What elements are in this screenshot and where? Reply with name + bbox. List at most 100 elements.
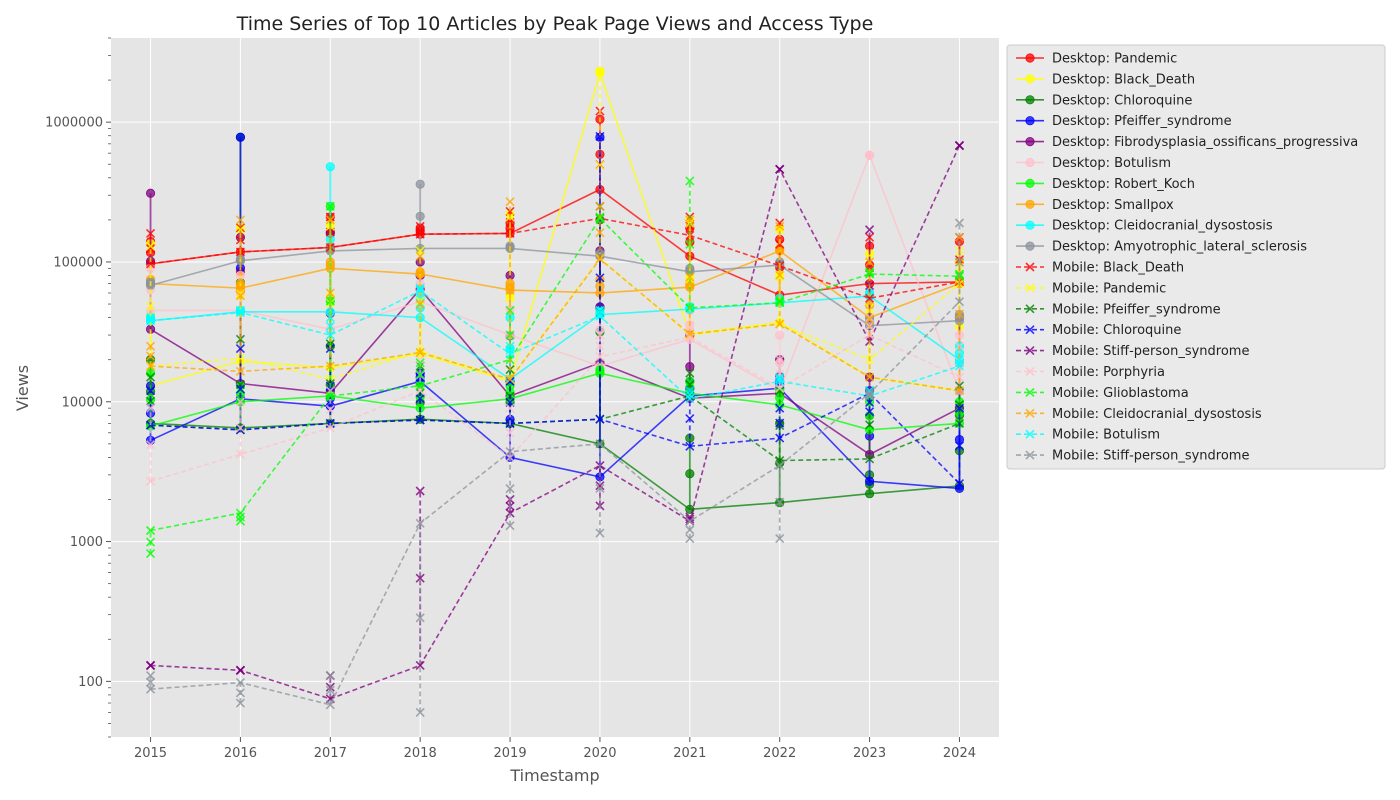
- data-point-extreme: [235, 516, 245, 526]
- data-point-intermediate: [775, 239, 785, 249]
- data-point: [864, 476, 875, 486]
- legend-marker-swatch: [1025, 450, 1035, 460]
- data-point-intermediate: [505, 484, 515, 494]
- legend-marker-swatch: [1025, 157, 1035, 168]
- data-point: [145, 361, 156, 371]
- data-point-intermediate: [235, 512, 245, 522]
- legend-marker-swatch: [1025, 74, 1035, 84]
- data-point-intermediate: [325, 288, 335, 298]
- series-line: [150, 418, 960, 511]
- data-point-extreme: [145, 228, 156, 238]
- data-point: [325, 700, 335, 710]
- legend-label: Mobile: Pandemic: [1052, 281, 1166, 296]
- legend-item: Mobile: Cleidocranial_dysostosis: [1016, 407, 1262, 422]
- data-point-intermediate: [145, 244, 156, 254]
- data-point-intermediate: [775, 497, 785, 507]
- data-point-intermediate: [235, 665, 245, 675]
- x-tick-label: 2015: [134, 746, 167, 761]
- legend-marker-swatch: [1025, 137, 1035, 147]
- data-point: [235, 353, 245, 363]
- data-point-intermediate: [685, 514, 695, 524]
- data-point-intermediate: [865, 420, 875, 430]
- legend-marker-swatch: [1025, 116, 1035, 126]
- data-point: [235, 508, 245, 518]
- data-point-intermediate: [775, 270, 785, 280]
- legend-item: Mobile: Porphyria: [1016, 365, 1165, 380]
- data-point-intermediate: [595, 308, 605, 318]
- data-point-intermediate: [415, 299, 425, 309]
- series-line: [150, 290, 960, 400]
- legend-item: Desktop: Chloroquine: [1016, 93, 1192, 108]
- data-point: [235, 366, 245, 376]
- x-tick-label: 2017: [314, 746, 347, 761]
- data-point-intermediate: [505, 285, 515, 296]
- data-point-intermediate: [954, 141, 965, 151]
- data-point: [145, 316, 156, 326]
- data-point: [775, 298, 785, 308]
- legend-marker-swatch: [1025, 262, 1035, 272]
- legend-item: Desktop: Amyotrophic_lateral_sclerosis: [1016, 240, 1307, 255]
- data-point-extreme: [865, 257, 875, 267]
- series-layer: [145, 66, 965, 717]
- data-point-intermediate: [415, 613, 425, 623]
- data-point-intermediate: [235, 688, 245, 698]
- x-tick-label: 2022: [763, 746, 796, 761]
- data-point: [505, 447, 515, 457]
- data-point-extreme: [145, 549, 156, 559]
- data-point-extreme: [685, 386, 695, 396]
- data-point-extreme: [954, 218, 965, 228]
- legend-label: Desktop: Fibrodysplasia_ossificans_progr…: [1052, 135, 1358, 150]
- legend-label: Mobile: Glioblastoma: [1052, 386, 1189, 401]
- data-point-extreme: [145, 341, 156, 351]
- data-point-extreme: [865, 225, 875, 235]
- data-point-intermediate: [595, 483, 605, 494]
- data-point-extreme: [595, 528, 605, 538]
- data-point-extreme: [325, 201, 335, 211]
- legend-marker-swatch: [1025, 325, 1035, 335]
- x-tick-label: 2020: [583, 746, 616, 761]
- data-point-extreme: [145, 241, 156, 251]
- x-tick-label: 2016: [224, 746, 257, 761]
- data-point: [685, 394, 695, 404]
- legend-label: Mobile: Stiff-person_syndrome: [1052, 344, 1249, 359]
- data-point-extreme: [775, 295, 785, 306]
- legend: Desktop: Pandemic Desktop: Black_Death Des…: [1006, 44, 1386, 470]
- y-tick-label: 100: [78, 675, 103, 690]
- y-axis-label: Views: [13, 365, 32, 411]
- data-point-intermediate: [864, 150, 875, 160]
- legend-marker-swatch: [1025, 178, 1035, 188]
- data-point-extreme: [145, 403, 156, 413]
- legend-marker-swatch: [1025, 95, 1035, 105]
- data-point-intermediate: [325, 404, 335, 414]
- chart-title: Time Series of Top 10 Articles by Peak P…: [236, 13, 874, 35]
- data-point-intermediate: [595, 273, 605, 283]
- data-point-intermediate: [865, 390, 875, 400]
- data-point-intermediate: [685, 362, 695, 372]
- series-mobile-17: [145, 197, 965, 396]
- data-point-intermediate: [325, 685, 335, 695]
- data-point-extreme: [865, 391, 875, 401]
- data-point-extreme: [235, 223, 245, 233]
- data-point: [954, 372, 965, 382]
- legend-marker-swatch: [1025, 408, 1035, 418]
- legend-label: Mobile: Porphyria: [1052, 365, 1165, 380]
- series-line: [150, 287, 960, 456]
- legend-label: Mobile: Botulism: [1052, 428, 1160, 443]
- data-point: [595, 439, 605, 449]
- legend-marker-swatch: [1025, 346, 1035, 356]
- legend-marker-swatch: [1025, 387, 1035, 397]
- legend-item: Desktop: Pfeiffer_syndrome: [1016, 114, 1232, 129]
- data-point-extreme: [235, 344, 245, 354]
- data-point: [595, 414, 605, 424]
- legend-label: Desktop: Chloroquine: [1052, 93, 1192, 108]
- data-point-intermediate: [145, 537, 156, 547]
- data-point-extreme: [865, 407, 875, 417]
- legend-label: Desktop: Pandemic: [1052, 52, 1177, 67]
- legend-item: Mobile: Stiff-person_syndrome: [1016, 449, 1249, 464]
- data-point-intermediate: [775, 297, 785, 307]
- data-point-intermediate: [685, 525, 695, 535]
- data-point-extreme: [595, 305, 605, 316]
- data-point: [954, 297, 965, 307]
- legend-marker-swatch: [1025, 429, 1035, 439]
